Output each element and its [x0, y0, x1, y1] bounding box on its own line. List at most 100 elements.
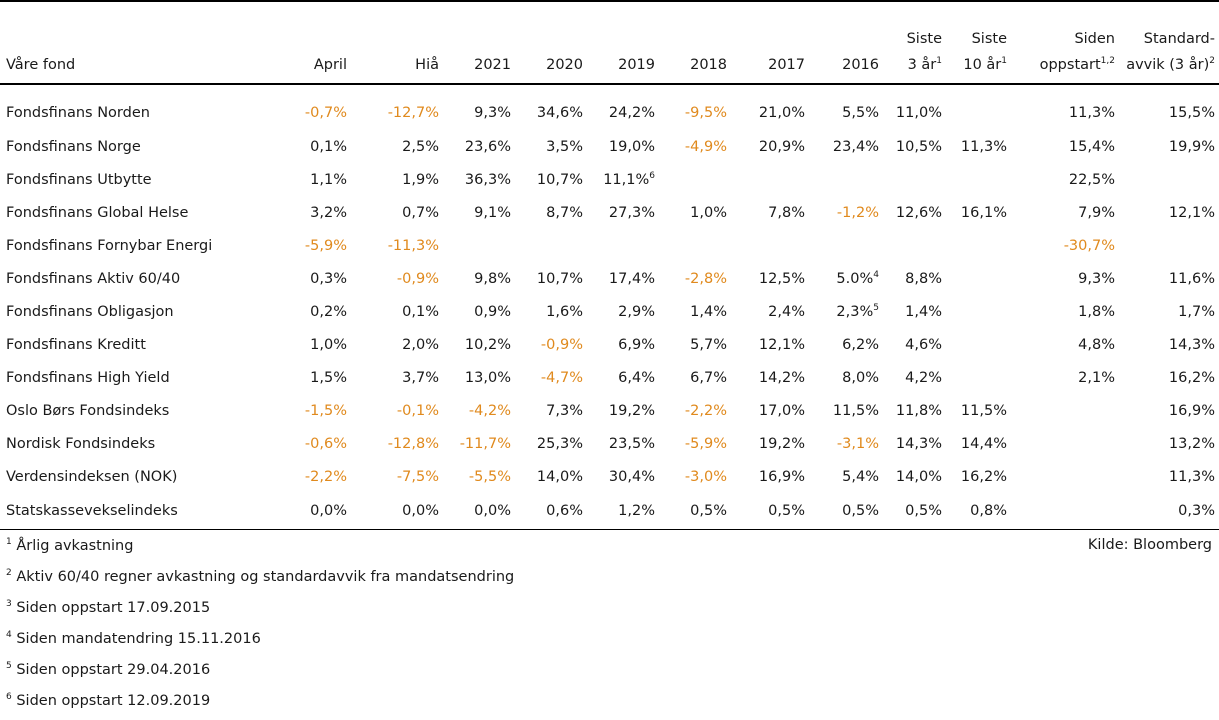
return-cell: 8,7% [515, 196, 587, 229]
cell-value: 9,1% [474, 204, 511, 221]
cell-value: 19,0% [608, 138, 655, 155]
cell-value: 25,3% [536, 435, 583, 452]
return-cell: 16,9% [731, 460, 809, 493]
return-cell: 24,2% [587, 84, 659, 130]
return-cell: 27,3% [587, 196, 659, 229]
cell-value: 0,5% [905, 503, 942, 519]
column-header: Siste 10 år1 [946, 26, 1011, 85]
cell-value: 7,9% [1078, 204, 1115, 221]
cell-value: 17,0% [758, 402, 805, 419]
cell-value: 6,9% [618, 336, 655, 353]
return-cell: 6,4% [587, 361, 659, 394]
return-cell: 23,5% [587, 427, 659, 460]
cell-value: 20,9% [758, 138, 805, 155]
cell-value: -0,1% [396, 402, 439, 419]
return-cell [946, 163, 1011, 196]
table-row: Statskassevekselindeks 0,0% 0,0% 0,0% 0,6% 1,… [0, 493, 1219, 530]
header-line1: Standard- [1143, 31, 1215, 47]
column-header: 2016 [809, 26, 883, 85]
return-cell: -5,9% [659, 427, 731, 460]
return-cell: -0,9% [515, 328, 587, 361]
cell-value: -5,9% [304, 237, 347, 254]
return-cell [946, 295, 1011, 328]
return-cell: 15,4% [1011, 130, 1119, 163]
return-cell [659, 163, 731, 196]
cell-value: 0,2% [310, 303, 347, 320]
return-cell: -0,9% [351, 262, 443, 295]
return-cell: 8,8% [883, 262, 946, 295]
cell-value: 0,9% [474, 303, 511, 320]
return-cell: 0,1% [351, 295, 443, 328]
footnote: 3 Siden oppstart 17.09.2015 [6, 595, 514, 626]
header-line1: Siden [1074, 31, 1115, 47]
return-cell: 16,1% [946, 196, 1011, 229]
return-cell: 0,8% [946, 493, 1011, 530]
return-cell [731, 163, 809, 196]
fund-name: Fondsfinans Norge [6, 138, 141, 155]
cell-value: 12,6% [895, 204, 942, 221]
cell-value: 19,2% [608, 402, 655, 419]
return-cell [731, 229, 809, 262]
return-cell: 1,5% [230, 361, 351, 394]
return-cell: 0,5% [659, 493, 731, 530]
return-cell [946, 328, 1011, 361]
header-line1: Siste [971, 31, 1007, 47]
return-cell [1119, 229, 1219, 262]
return-cell: 0,0% [443, 493, 515, 530]
cell-value: 2,9% [618, 303, 655, 320]
return-cell: 11,5% [946, 394, 1011, 427]
column-header: Siste 3 år1 [883, 26, 946, 85]
return-cell [809, 163, 883, 196]
column-header: 2017 [731, 26, 809, 85]
table-row: Fondsfinans Aktiv 60/40 0,3% -0,9% 9,8% 10,7… [0, 262, 1219, 295]
footnote-number: 1 [6, 537, 12, 548]
cell-value: -7,5% [396, 468, 439, 485]
cell-value: 1,7% [1178, 303, 1215, 320]
return-cell: 2,9% [587, 295, 659, 328]
header-text: 2018 [690, 57, 727, 73]
return-cell: 0,0% [230, 493, 351, 530]
header-row: Våre fond April Hiå 2021 2020 2019 2018 2017 201… [0, 26, 1219, 85]
cell-value: 14,0% [536, 468, 583, 485]
cell-value: 16,2% [960, 468, 1007, 485]
cell-value: 12,5% [758, 270, 805, 287]
return-cell: 13,0% [443, 361, 515, 394]
return-cell: 30,4% [587, 460, 659, 493]
footnote-ref: 2 [1209, 56, 1215, 67]
footnote-text: Siden oppstart 12.09.2019 [16, 693, 211, 709]
cell-value: 11,3% [1168, 468, 1215, 485]
cell-value: 5.0% [836, 270, 874, 287]
cell-value: 23,6% [464, 138, 511, 155]
cell-value: 0,3% [1178, 503, 1215, 519]
return-cell: 22,5% [1011, 163, 1119, 196]
cell-value: -1,5% [304, 402, 347, 419]
table-row: Verdensindeksen (NOK) -2,2% -7,5% -5,5% 14,0… [0, 460, 1219, 493]
table-row: Fondsfinans Utbytte 1,1% 1,9% 36,3% 10,7% 11,… [0, 163, 1219, 196]
cell-value: 0,5% [842, 503, 879, 519]
column-header: Hiå [351, 26, 443, 85]
cell-value: 2,4% [768, 303, 805, 320]
return-cell: 0,3% [230, 262, 351, 295]
cell-value: 1,2% [618, 503, 655, 519]
return-cell: 1,4% [883, 295, 946, 328]
footnote-text: Aktiv 60/40 regner avkastning og standar… [16, 569, 515, 585]
column-header: Standard-avvik (3 år)2 [1119, 26, 1219, 85]
cell-value: 8,8% [905, 270, 942, 287]
return-cell: 6,2% [809, 328, 883, 361]
cell-value: 3,5% [546, 138, 583, 155]
footnote-ref: 6 [649, 170, 655, 181]
return-cell: 11,3% [1119, 460, 1219, 493]
return-cell: 12,6% [883, 196, 946, 229]
footnote: 4 Siden mandatendring 15.11.2016 [6, 626, 514, 657]
cell-value: 0,7% [402, 204, 439, 221]
cell-value: -0,6% [304, 435, 347, 452]
return-cell: -5,9% [230, 229, 351, 262]
return-cell: -11,3% [351, 229, 443, 262]
return-cell: 0,7% [351, 196, 443, 229]
fund-name: Fondsfinans Obligasjon [6, 303, 174, 320]
return-cell: 36,3% [443, 163, 515, 196]
cell-value: 12,1% [1168, 204, 1215, 221]
return-cell [1011, 427, 1119, 460]
return-cell: 7,3% [515, 394, 587, 427]
header-line1: Siste [906, 31, 942, 47]
